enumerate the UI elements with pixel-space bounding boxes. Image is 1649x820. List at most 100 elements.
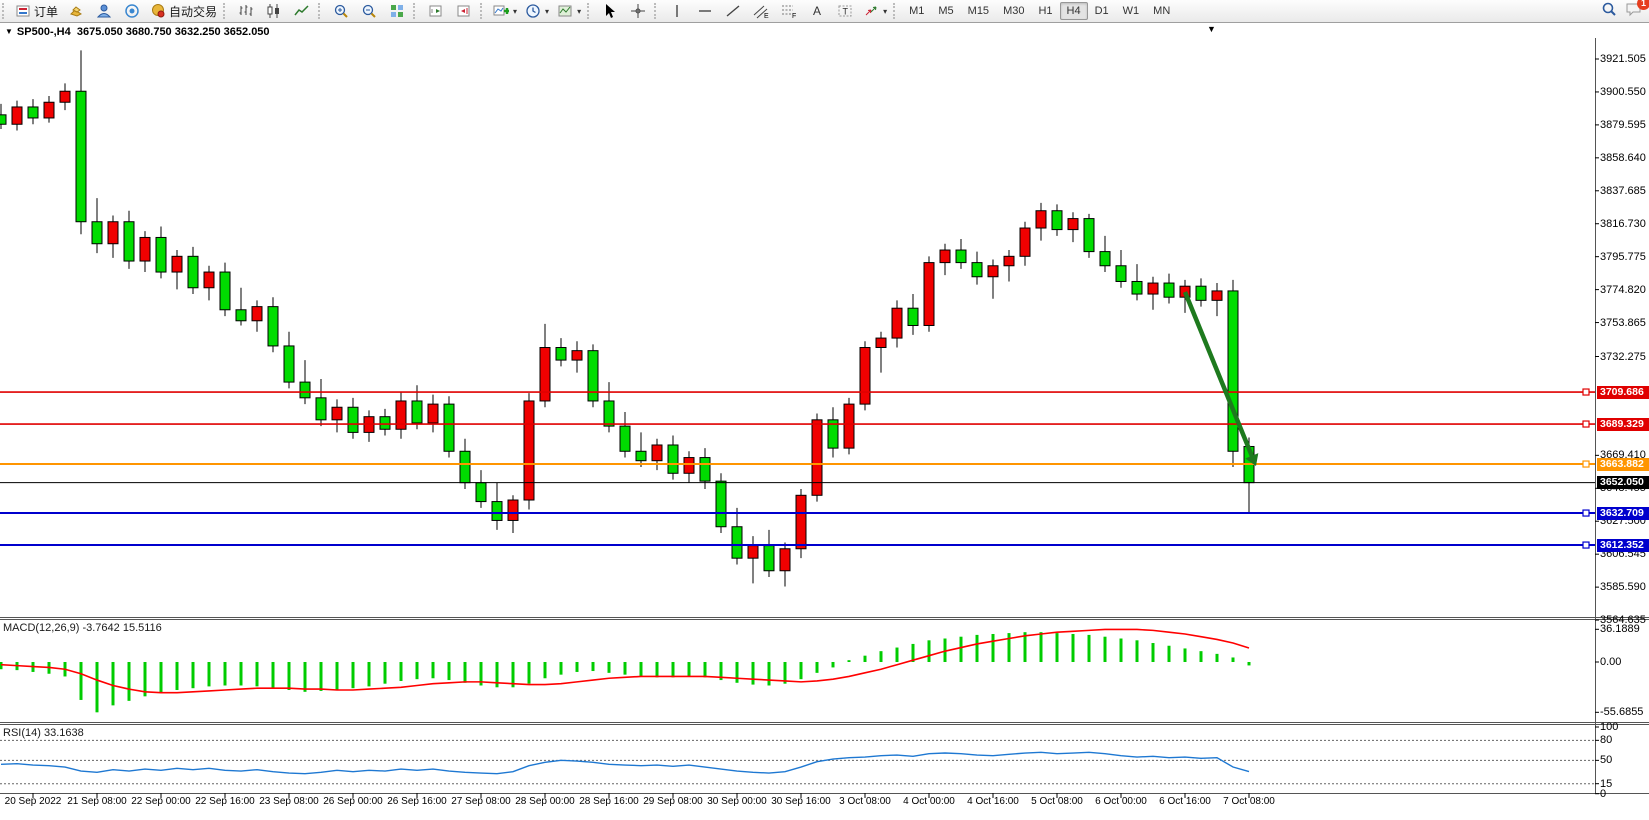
candles-chart-button[interactable] bbox=[260, 0, 288, 22]
chevron-down-icon[interactable]: ▾ bbox=[577, 6, 582, 16]
trend-arrow-annotation[interactable] bbox=[1182, 291, 1256, 460]
toolbar-grip[interactable] bbox=[2, 3, 7, 19]
timeframe-h4-button[interactable]: H4 bbox=[1059, 2, 1088, 20]
rsi-axis-label[interactable]: 100 bbox=[1600, 721, 1619, 733]
time-axis-label[interactable]: 6 Oct 00:00 bbox=[1095, 796, 1147, 807]
timeframe-mn-button[interactable]: MN bbox=[1153, 5, 1171, 17]
price-axis-label[interactable]: 3753.865 bbox=[1600, 316, 1646, 329]
chevron-down-icon[interactable]: ▾ bbox=[545, 6, 550, 16]
toolbar-grip[interactable] bbox=[223, 3, 228, 19]
timeframe-m1-button[interactable]: M1 bbox=[909, 5, 925, 17]
rsi-axis-label[interactable]: 15 bbox=[1600, 777, 1613, 790]
auto-scroll-button[interactable] bbox=[422, 0, 450, 22]
screenshot-button[interactable] bbox=[62, 0, 90, 22]
time-axis-label[interactable]: 4 Oct 16:00 bbox=[967, 796, 1019, 807]
toolbar-grip[interactable] bbox=[413, 3, 418, 19]
line-chart-button[interactable] bbox=[288, 0, 316, 22]
toolbar-grip[interactable] bbox=[587, 3, 592, 19]
rsi-axis-label[interactable]: 80 bbox=[1600, 734, 1613, 747]
timeframe-m5-button[interactable]: M5 bbox=[938, 5, 954, 17]
timeframe-m15-button[interactable]: M15 bbox=[967, 5, 990, 17]
autotrade-button[interactable]: 自动交易 bbox=[146, 0, 221, 22]
symbol-period: SP500-,H4 bbox=[16, 26, 71, 38]
zoom-out-button[interactable] bbox=[355, 0, 383, 22]
time-axis-label[interactable]: 26 Sep 16:00 bbox=[387, 796, 447, 807]
time-axis-label[interactable]: 21 Sep 08:00 bbox=[67, 796, 127, 807]
community-button[interactable] bbox=[90, 0, 118, 22]
time-axis-label[interactable]: 30 Sep 16:00 bbox=[771, 796, 831, 807]
trendline-button[interactable] bbox=[719, 0, 747, 22]
time-axis-label[interactable]: 23 Sep 08:00 bbox=[259, 796, 319, 807]
price-axis-label[interactable]: 3732.275 bbox=[1600, 350, 1646, 363]
chart-shift-button[interactable] bbox=[450, 0, 478, 22]
text-label-button[interactable]: T bbox=[831, 0, 859, 22]
crosshair-button[interactable] bbox=[624, 0, 652, 22]
price-axis-label[interactable]: 3774.820 bbox=[1600, 283, 1646, 296]
vertical-line-button[interactable] bbox=[663, 0, 691, 22]
time-axis-label[interactable]: 22 Sep 16:00 bbox=[195, 796, 255, 807]
macd-axis-label[interactable]: 36.1889 bbox=[1600, 623, 1640, 636]
time-axis-label[interactable]: 29 Sep 08:00 bbox=[643, 796, 703, 807]
price-axis-label[interactable]: 3816.730 bbox=[1600, 217, 1646, 230]
time-axis-label[interactable]: 4 Oct 00:00 bbox=[903, 796, 955, 807]
time-axis-label[interactable]: 6 Oct 16:00 bbox=[1159, 796, 1211, 807]
macd-histogram-bar bbox=[943, 638, 947, 662]
rsi-axis-label[interactable]: 0 bbox=[1600, 787, 1607, 800]
zoom-in-button[interactable] bbox=[327, 0, 355, 22]
timeframe-d1-button[interactable]: D1 bbox=[1094, 5, 1109, 17]
price-axis-label[interactable]: 3564.635 bbox=[1600, 614, 1646, 627]
price-axis-label[interactable]: 3900.550 bbox=[1600, 85, 1646, 98]
time-axis-label[interactable]: 27 Sep 08:00 bbox=[451, 796, 511, 807]
hline-handle[interactable] bbox=[1582, 420, 1590, 428]
hline-handle[interactable] bbox=[1582, 509, 1590, 517]
search-icon[interactable] bbox=[1601, 1, 1617, 22]
timeframe-w1-button[interactable]: W1 bbox=[1122, 5, 1140, 17]
price-axis-label[interactable]: 3795.775 bbox=[1600, 250, 1646, 263]
timeframe-h1-button[interactable]: H1 bbox=[1038, 5, 1053, 17]
signals-button[interactable] bbox=[118, 0, 146, 22]
time-axis-label[interactable]: 22 Sep 00:00 bbox=[131, 796, 191, 807]
bars-chart-button[interactable] bbox=[232, 0, 260, 22]
price-axis-label[interactable]: 3585.590 bbox=[1600, 581, 1646, 594]
hline-handle[interactable] bbox=[1582, 541, 1590, 549]
price-axis-label[interactable]: 3858.640 bbox=[1600, 151, 1646, 164]
time-axis-label[interactable]: 20 Sep 2022 bbox=[4, 796, 62, 807]
collapse-triangle-icon[interactable]: ▼ bbox=[5, 27, 13, 36]
macd-axis-label[interactable]: 0.00 bbox=[1600, 656, 1622, 668]
toolbar-grip[interactable] bbox=[893, 3, 898, 19]
chat-button[interactable]: 1 bbox=[1625, 0, 1649, 22]
macd-axis-label[interactable]: -55.6855 bbox=[1600, 706, 1644, 719]
price-axis-label[interactable]: 3837.685 bbox=[1600, 184, 1646, 197]
templates-button[interactable]: ▾ bbox=[553, 0, 585, 22]
chart-shift-marker-icon[interactable]: ▼ bbox=[1207, 24, 1216, 34]
new-order-button[interactable]: 订单 bbox=[11, 0, 62, 22]
tile-windows-button[interactable] bbox=[383, 0, 411, 22]
chevron-down-icon[interactable]: ▾ bbox=[883, 6, 888, 16]
timeframe-m30-button[interactable]: M30 bbox=[1003, 5, 1025, 17]
toolbar-grip[interactable] bbox=[480, 3, 485, 19]
hline-handle[interactable] bbox=[1582, 460, 1590, 468]
toolbar-grip[interactable] bbox=[654, 3, 659, 19]
fibonacci-button[interactable]: F bbox=[775, 0, 803, 22]
cursor-button[interactable] bbox=[596, 0, 624, 22]
rsi-axis-label[interactable]: 50 bbox=[1600, 754, 1613, 767]
price-axis-label[interactable]: 3921.505 bbox=[1600, 53, 1646, 65]
chevron-down-icon[interactable]: ▾ bbox=[513, 6, 518, 16]
indicators-button[interactable]: ▾ bbox=[489, 0, 521, 22]
periods-button[interactable]: ▾ bbox=[521, 0, 553, 22]
hline-handle[interactable] bbox=[1582, 388, 1590, 396]
channel-button[interactable]: E bbox=[747, 0, 775, 22]
time-axis-label[interactable]: 26 Sep 00:00 bbox=[323, 796, 383, 807]
text-button[interactable]: A bbox=[803, 0, 831, 22]
toolbar-grip[interactable] bbox=[318, 3, 323, 19]
time-axis-label[interactable]: 30 Sep 00:00 bbox=[707, 796, 767, 807]
horizontal-line-button[interactable] bbox=[691, 0, 719, 22]
time-axis-label[interactable]: 28 Sep 16:00 bbox=[579, 796, 639, 807]
time-axis-label[interactable]: 3 Oct 08:00 bbox=[839, 796, 891, 807]
time-axis-label[interactable]: 5 Oct 08:00 bbox=[1031, 796, 1083, 807]
time-axis-label[interactable]: 7 Oct 08:00 bbox=[1223, 796, 1275, 807]
time-axis-label[interactable]: 28 Sep 00:00 bbox=[515, 796, 575, 807]
price-axis-label[interactable]: 3879.595 bbox=[1600, 118, 1646, 131]
shapes-button[interactable]: ▾ bbox=[859, 0, 891, 22]
